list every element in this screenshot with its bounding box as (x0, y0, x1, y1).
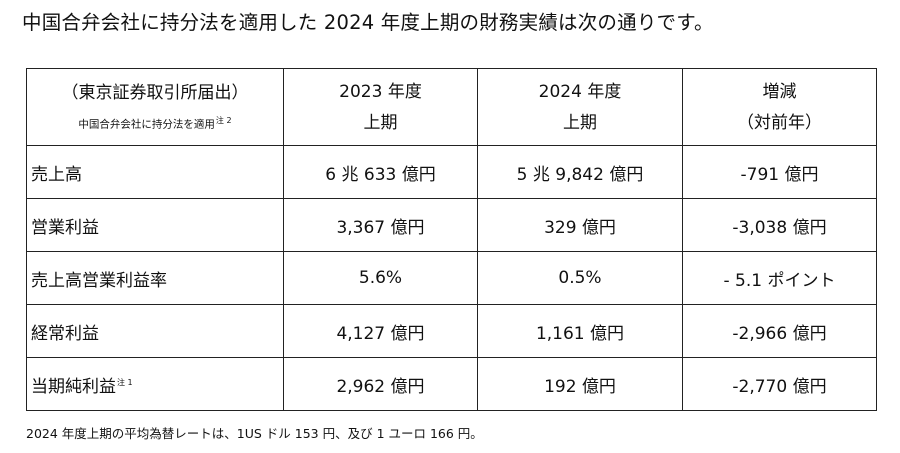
table-row: 売上高 6 兆 633 億円 5 兆 9,842 億円 -791 億円 (26, 145, 877, 199)
header-fy2024-period: 上期 (563, 112, 597, 133)
row-fy2024-value: 1,161 億円 (477, 304, 683, 358)
row-label: 売上高営業利益率 (31, 270, 167, 291)
row-fy2023-value: 6 兆 633 億円 (283, 145, 478, 199)
exchange-rate-footnote: 2024 年度上期の平均為替レートは、1US ドル 153 円、及び 1 ユーロ… (26, 426, 483, 441)
row-fy2024-value: 192 億円 (477, 357, 683, 411)
row-change-value: - 5.1 ポイント (682, 251, 877, 305)
row-label: 経常利益 (31, 323, 99, 344)
row-label-cell: 当期純利益注 1 (26, 357, 284, 411)
row-label: 営業利益 (31, 217, 99, 238)
row-fy2023-value: 3,367 億円 (283, 198, 478, 252)
page-heading: 中国合弁会社に持分法を適用した 2024 年度上期の財務実績は次の通りです。 (22, 11, 714, 34)
row-label-cell: 売上高営業利益率 (26, 251, 284, 305)
row-fy2024-value: 0.5% (477, 251, 683, 305)
row-fy2023-value: 4,127 億円 (283, 304, 478, 358)
table-row: 経常利益 4,127 億円 1,161 億円 -2,966 億円 (26, 304, 877, 358)
table-row: 営業利益 3,367 億円 329 億円 -3,038 億円 (26, 198, 877, 252)
header-change-sub: （対前年） (737, 112, 822, 133)
row-note: 注 1 (117, 377, 133, 387)
row-change-value: -2,966 億円 (682, 304, 877, 358)
row-fy2023-value: 2,962 億円 (283, 357, 478, 411)
row-fy2024-value: 329 億円 (477, 198, 683, 252)
row-change-value: -3,038 億円 (682, 198, 877, 252)
row-label-cell: 売上高 (26, 145, 284, 199)
header-filing-note-text: 中国合弁会社に持分法を適用 (78, 118, 215, 131)
row-change-value: -791 億円 (682, 145, 877, 199)
header-cell-change: 増減 （対前年） (682, 68, 877, 146)
header-change-label: 増減 (762, 81, 797, 102)
row-label: 売上高 (31, 164, 82, 185)
table-header-row: （東京証券取引所届出） 中国合弁会社に持分法を適用注 2 2023 年度 上期 … (26, 68, 877, 146)
financial-results-table: （東京証券取引所届出） 中国合弁会社に持分法を適用注 2 2023 年度 上期 … (26, 68, 877, 411)
header-fy2023-period: 上期 (363, 112, 398, 133)
row-change-value: -2,770 億円 (682, 357, 877, 411)
header-cell-fy2024: 2024 年度 上期 (477, 68, 683, 146)
header-fy2023-year: 2023 年度 (339, 81, 422, 102)
header-fy2024-year: 2024 年度 (538, 81, 622, 102)
row-label-cell: 経常利益 (26, 304, 284, 358)
row-fy2023-value: 5.6% (283, 251, 478, 305)
table-row: 売上高営業利益率 5.6% 0.5% - 5.1 ポイント (26, 251, 877, 305)
row-label-cell: 営業利益 (26, 198, 284, 252)
header-cell-fy2023: 2023 年度 上期 (283, 68, 478, 146)
header-filing-note-ref: 注 2 (215, 115, 232, 125)
header-cell-filing: （東京証券取引所届出） 中国合弁会社に持分法を適用注 2 (26, 68, 284, 146)
table-row: 当期純利益注 1 2,962 億円 192 億円 -2,770 億円 (26, 357, 877, 411)
header-filing-label: （東京証券取引所届出） (61, 82, 249, 103)
row-label: 当期純利益 (31, 376, 116, 397)
header-filing-note: 中国合弁会社に持分法を適用注 2 (28, 113, 283, 133)
row-fy2024-value: 5 兆 9,842 億円 (477, 145, 683, 199)
